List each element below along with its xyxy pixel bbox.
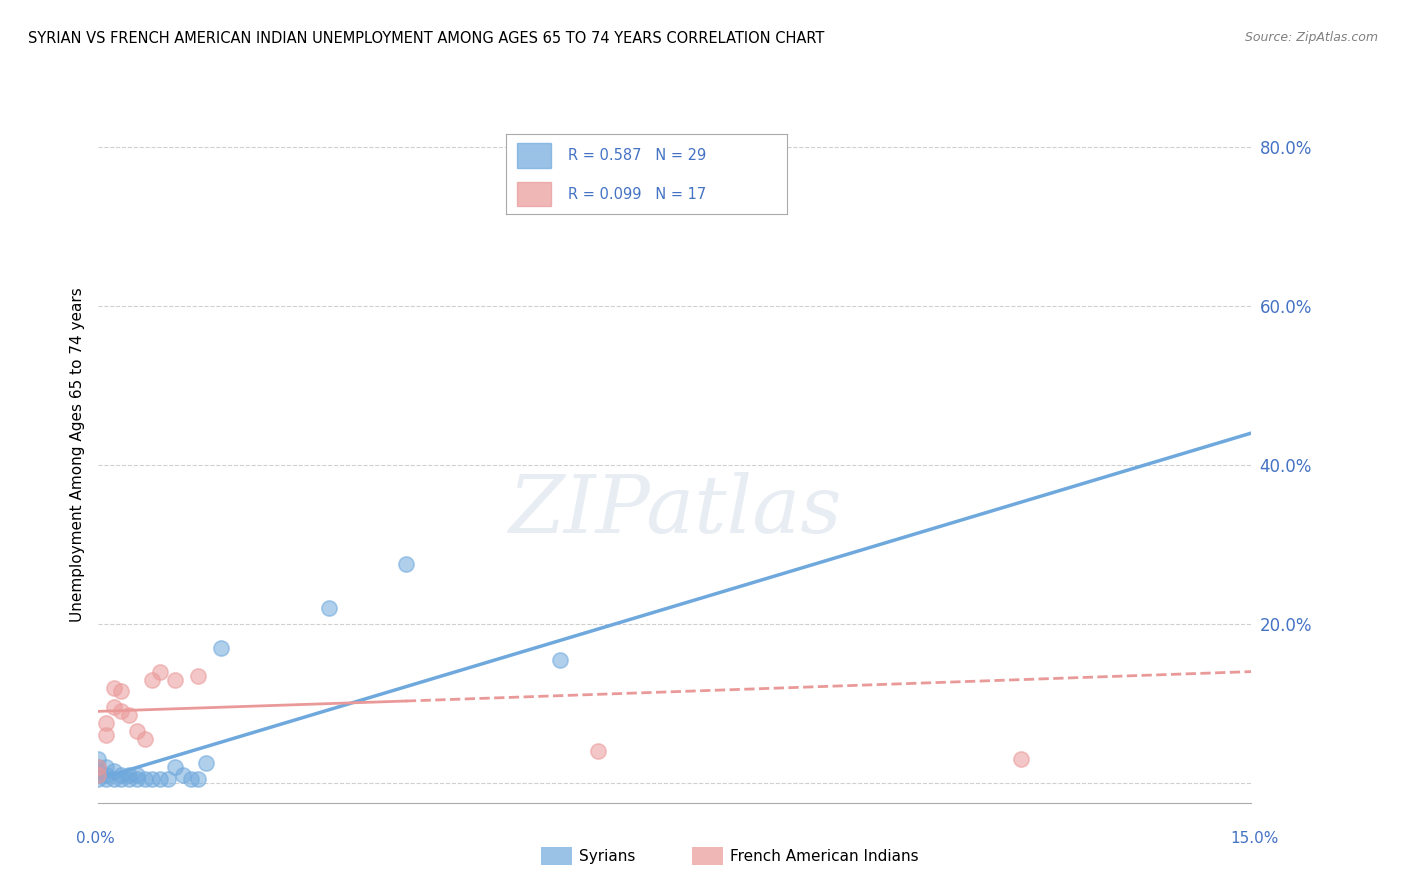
Point xyxy=(125,768,148,782)
Text: French American Indians: French American Indians xyxy=(730,849,918,863)
Bar xyxy=(517,144,551,168)
Point xyxy=(87,768,110,782)
Point xyxy=(110,684,132,698)
Y-axis label: Unemployment Among Ages 65 to 74 years: Unemployment Among Ages 65 to 74 years xyxy=(69,287,84,623)
Point xyxy=(94,768,117,782)
Point xyxy=(110,768,132,782)
Point xyxy=(87,752,110,766)
Point xyxy=(103,681,125,695)
Point xyxy=(149,772,172,786)
Point xyxy=(110,772,132,786)
Point xyxy=(118,768,141,782)
Point xyxy=(141,673,163,687)
Point xyxy=(87,764,110,778)
Point xyxy=(165,673,187,687)
Point xyxy=(125,724,148,739)
Point xyxy=(156,772,179,786)
Point xyxy=(87,772,110,786)
Text: Syrians: Syrians xyxy=(579,849,636,863)
Point xyxy=(318,601,340,615)
Point xyxy=(180,772,202,786)
Text: 0.0%: 0.0% xyxy=(76,831,115,847)
Text: ZIPatlas: ZIPatlas xyxy=(508,472,842,549)
Point xyxy=(94,760,117,774)
Point xyxy=(134,732,156,747)
Point xyxy=(1010,752,1032,766)
Point xyxy=(172,768,194,782)
Point xyxy=(94,772,117,786)
Point xyxy=(118,772,141,786)
Text: Source: ZipAtlas.com: Source: ZipAtlas.com xyxy=(1244,31,1378,45)
Text: R = 0.587   N = 29: R = 0.587 N = 29 xyxy=(568,148,706,163)
Point xyxy=(87,760,110,774)
Point xyxy=(165,760,187,774)
Point xyxy=(195,756,218,770)
Point xyxy=(87,768,110,782)
Point xyxy=(187,668,209,682)
Point xyxy=(586,744,609,758)
Point xyxy=(395,558,418,572)
Point xyxy=(125,772,148,786)
Point xyxy=(103,700,125,714)
Text: R = 0.099   N = 17: R = 0.099 N = 17 xyxy=(568,186,706,202)
Point xyxy=(103,764,125,778)
Point xyxy=(149,665,172,679)
Point xyxy=(141,772,163,786)
Point xyxy=(209,640,232,655)
Point xyxy=(87,760,110,774)
Text: 15.0%: 15.0% xyxy=(1230,831,1278,847)
Point xyxy=(187,772,209,786)
Text: SYRIAN VS FRENCH AMERICAN INDIAN UNEMPLOYMENT AMONG AGES 65 TO 74 YEARS CORRELAT: SYRIAN VS FRENCH AMERICAN INDIAN UNEMPLO… xyxy=(28,31,824,46)
Point xyxy=(548,653,571,667)
Point xyxy=(110,704,132,718)
Point xyxy=(103,772,125,786)
Bar xyxy=(517,182,551,206)
Point xyxy=(134,772,156,786)
Point xyxy=(94,716,117,731)
Point xyxy=(94,728,117,742)
Point xyxy=(118,708,141,723)
